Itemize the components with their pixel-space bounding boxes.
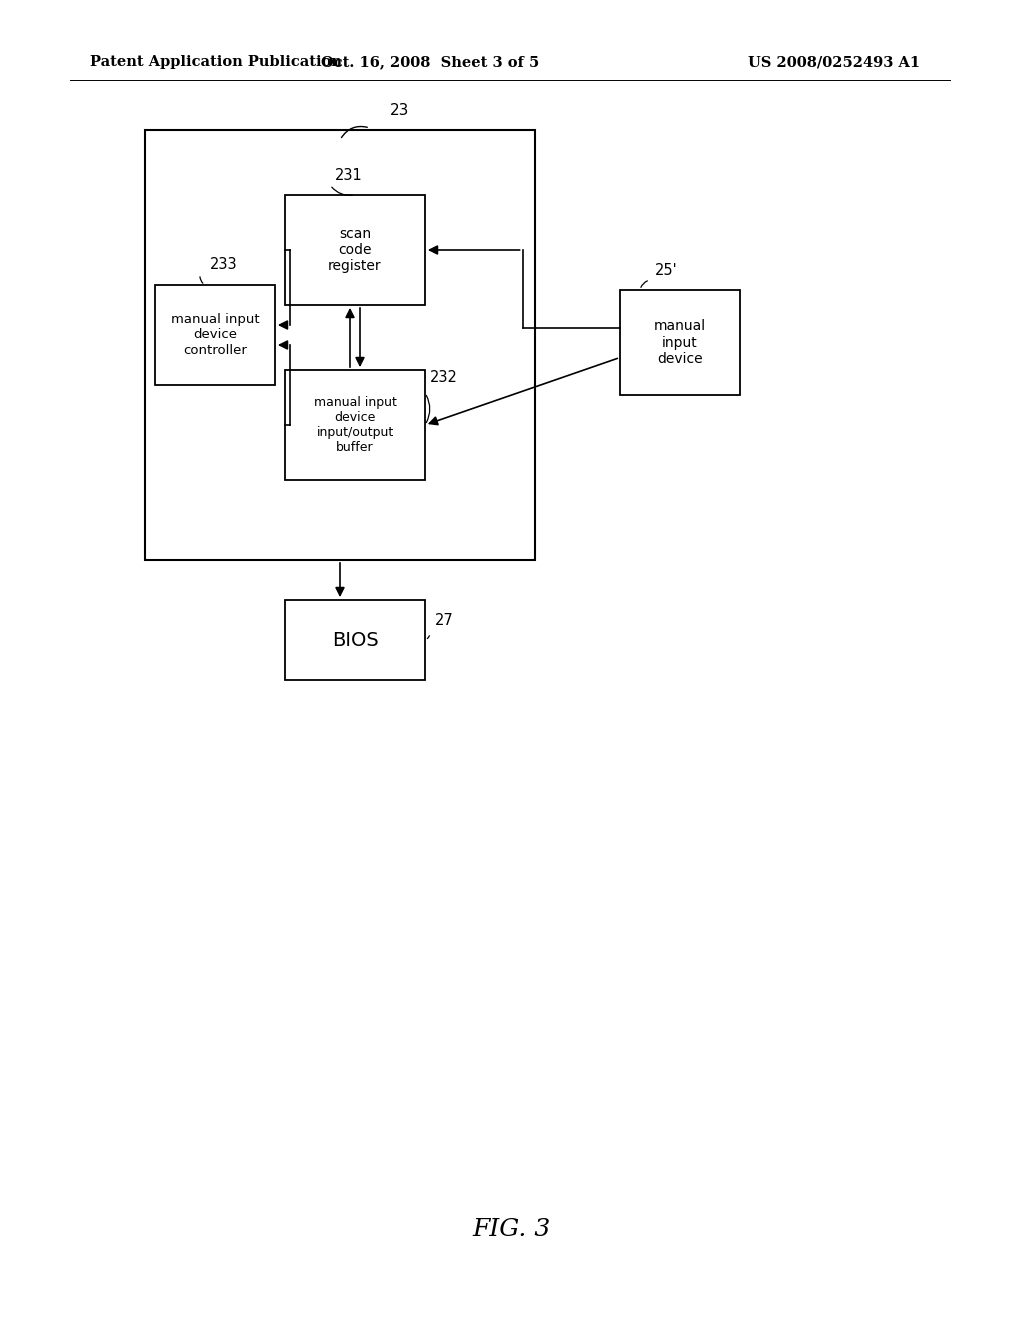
- Text: 231: 231: [335, 168, 362, 183]
- Text: 233: 233: [210, 257, 238, 272]
- Text: 25': 25': [655, 263, 678, 279]
- Bar: [285, 601, 425, 680]
- Text: US 2008/0252493 A1: US 2008/0252493 A1: [748, 55, 920, 69]
- Bar: [145, 129, 535, 560]
- Text: 27: 27: [435, 612, 454, 628]
- Text: Oct. 16, 2008  Sheet 3 of 5: Oct. 16, 2008 Sheet 3 of 5: [321, 55, 539, 69]
- Bar: [285, 370, 425, 480]
- Text: BIOS: BIOS: [332, 631, 379, 649]
- Text: 23: 23: [390, 103, 410, 117]
- Text: manual
input
device: manual input device: [654, 319, 707, 366]
- Bar: [285, 195, 425, 305]
- Text: scan
code
register: scan code register: [328, 227, 382, 273]
- Text: Patent Application Publication: Patent Application Publication: [90, 55, 342, 69]
- Text: 232: 232: [430, 370, 458, 385]
- Bar: [620, 290, 740, 395]
- Text: FIG. 3: FIG. 3: [473, 1218, 551, 1242]
- Text: manual input
device
controller: manual input device controller: [171, 314, 259, 356]
- Bar: [155, 285, 275, 385]
- Text: manual input
device
input/output
buffer: manual input device input/output buffer: [313, 396, 396, 454]
